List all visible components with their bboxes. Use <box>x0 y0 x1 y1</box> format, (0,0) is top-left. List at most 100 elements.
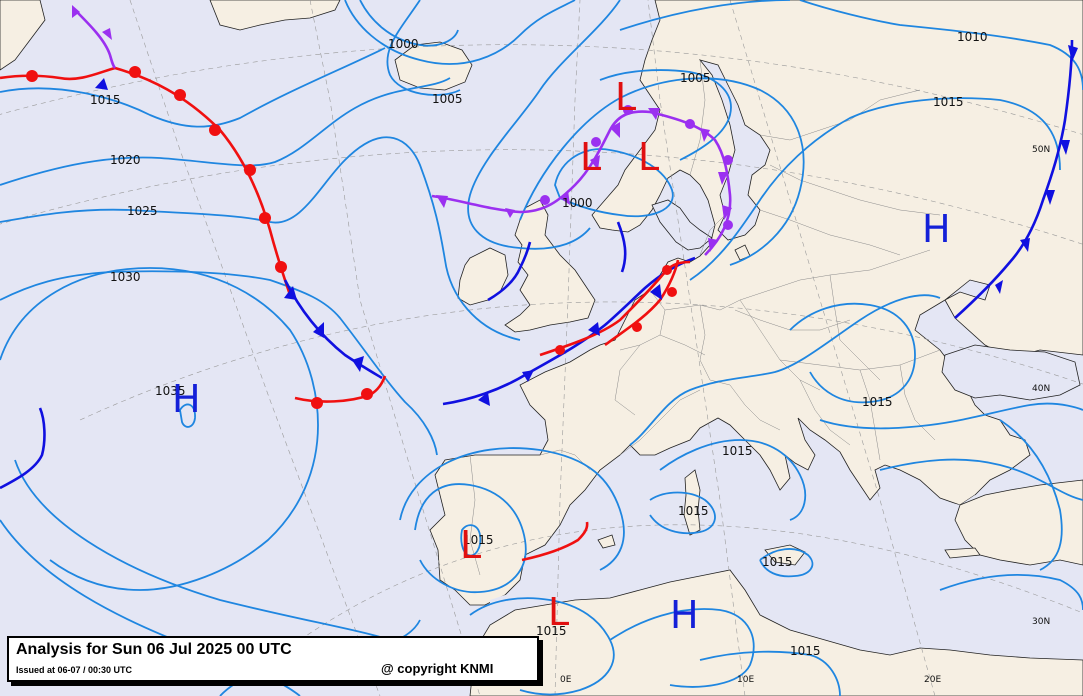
map-title: Analysis for Sun 06 Jul 2025 00 UTC <box>16 641 292 658</box>
isobar-label: 1015 <box>463 533 494 547</box>
warm-front-europe <box>539 260 691 357</box>
isobar-label: 1015 <box>678 504 709 518</box>
isobar-1005-scand <box>599 69 732 161</box>
isobar-label: 1015 <box>862 395 893 409</box>
high-center-atlantic: H <box>172 377 201 421</box>
corsica-sardinia <box>683 469 701 536</box>
cold-front-northsea <box>616 221 627 273</box>
low-center-scandinavia-east: L <box>638 135 659 179</box>
isobar-libya <box>609 608 755 688</box>
warm-front-med <box>521 521 589 562</box>
isobar-1025 <box>0 136 521 341</box>
balearics <box>597 534 616 549</box>
iceland <box>394 41 473 91</box>
isobar-1030-inner <box>0 267 319 591</box>
northwest-land <box>0 0 46 71</box>
issued-time: Issued at 06-07 / 00:30 UTC <box>16 665 133 675</box>
copyright-notice: @ copyright KNMI <box>381 661 494 676</box>
isobar-corsica <box>649 491 716 535</box>
front-symbols <box>26 5 1078 409</box>
warm-front-benelux <box>604 259 680 347</box>
title-box: Analysis for Sun 06 Jul 2025 00 UTC Issu… <box>7 636 539 682</box>
occluded-front-symbols <box>72 5 733 252</box>
isobar-west-vertical <box>386 0 461 96</box>
isobar-label: 1015 <box>762 555 793 569</box>
isobar-label: 1000 <box>388 37 419 51</box>
isobar-label: 1015 <box>536 624 567 638</box>
isobar-italy <box>659 439 807 521</box>
warm-front-symbols <box>26 66 677 409</box>
latitude-label: 50N <box>1032 145 1050 155</box>
cold-front-atlantic <box>283 279 383 380</box>
isobar-1015-east <box>689 97 1061 281</box>
occluded-front-scand <box>431 110 732 256</box>
latitude-label: 30N <box>1032 617 1050 627</box>
isobar-label: 1005 <box>680 71 711 85</box>
pressure-centers: H H H L L L L L <box>172 75 951 637</box>
isobar-label: 1005 <box>432 92 463 106</box>
great-britain <box>504 199 596 333</box>
isobar-label: 1015 <box>90 93 121 107</box>
low-center-algeria: L <box>548 590 569 634</box>
isobar-label: 1035 <box>155 384 186 398</box>
africa-land <box>469 569 1083 696</box>
isobar-greece <box>759 548 814 578</box>
occluded-front-nw <box>74 9 116 69</box>
low-center-scandinavia-west: L <box>580 135 601 179</box>
isobar-far-east <box>939 573 1083 611</box>
isobar-1015-nw <box>0 47 386 128</box>
isobar-label: 1015 <box>722 444 753 458</box>
isobar-label: 1015 <box>790 644 821 658</box>
isobar-label: 1000 <box>562 196 593 210</box>
low-center-scandinavia-north: L <box>615 75 636 119</box>
isobar-eastern-ridge <box>999 419 1063 571</box>
isobar-label: 1030 <box>110 270 141 284</box>
isobar-iberia-wide <box>399 447 625 571</box>
isobar-label: 1025 <box>127 204 158 218</box>
country-borders <box>469 59 941 576</box>
longitude-label: 20E <box>924 675 941 685</box>
graticule-labels: 50N 40N 30N 0E 10E 20E <box>560 145 1050 685</box>
isobar-1035 <box>179 403 196 428</box>
isobar-north-sea <box>467 0 621 250</box>
high-center-mediterranean: H <box>670 593 699 637</box>
isobar-label: 1020 <box>110 153 141 167</box>
isobar-1000 <box>554 148 674 218</box>
cold-front-east <box>954 39 1074 319</box>
isobar-label: 1015 <box>933 95 964 109</box>
low-center-iberia: L <box>460 523 481 567</box>
isobar-iberia-small <box>460 524 482 557</box>
isobar-1020 <box>0 77 451 186</box>
latitude-label: 40N <box>1032 384 1050 394</box>
isobar-labels: 1015 1020 1025 1030 1035 1000 1005 1005 … <box>90 30 988 658</box>
cold-front-west <box>0 407 46 490</box>
isobar-big-scand <box>519 77 805 266</box>
isobar-iberia <box>414 483 527 593</box>
isobar-1025-outer <box>14 459 391 641</box>
isobar-balkan <box>789 302 916 404</box>
cold-front-uk <box>487 241 532 302</box>
isobar-1010-east <box>619 0 1083 91</box>
isobar-1030 <box>0 270 438 456</box>
black-sea <box>941 344 1081 401</box>
kattegat <box>651 199 713 251</box>
isobar-1005-iceland <box>344 0 576 65</box>
longitude-label: 0E <box>560 675 572 685</box>
europe-land <box>429 0 1083 606</box>
crete <box>944 547 981 559</box>
isobar-label: 1010 <box>957 30 988 44</box>
isobar-east-med <box>819 402 1083 501</box>
longitude-label: 10E <box>737 675 754 685</box>
anatolia-land <box>954 479 1083 566</box>
isobar-south <box>699 650 841 696</box>
cold-front-symbols <box>95 45 1078 406</box>
baltic-sea <box>698 59 771 241</box>
warm-front-nw <box>0 66 116 81</box>
greenland <box>209 0 341 31</box>
isobar-central <box>629 294 941 446</box>
high-center-russia: H <box>922 207 951 251</box>
